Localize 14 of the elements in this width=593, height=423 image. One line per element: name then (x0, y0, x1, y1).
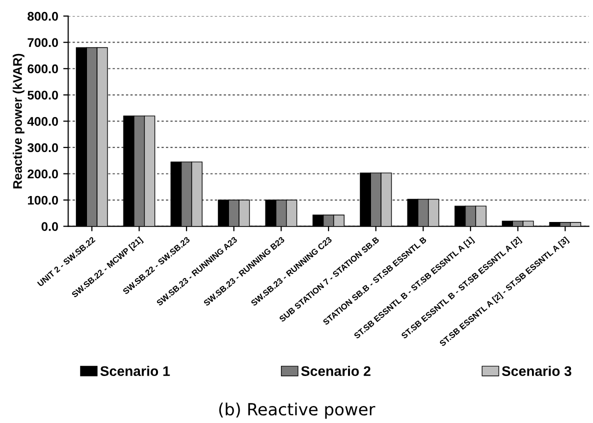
legend-label: Scenario 1 (100, 366, 170, 376)
y-axis-title: Reactive power (kVAR) (12, 54, 24, 188)
y-tick-label: 700.0 (28, 38, 58, 48)
y-tick-label: 800.0 (28, 12, 58, 21)
y-tick-label: 500.0 (28, 90, 58, 100)
y-tick-label: 400.0 (27, 116, 58, 126)
y-tick-label: 0.0 (42, 222, 58, 231)
y-tick-label: 300.0 (27, 143, 58, 152)
y-tick-label: 600.0 (28, 64, 58, 74)
y-tick-label: 100.0 (28, 196, 58, 205)
legend-label: Scenario 2 (301, 366, 370, 376)
y-tick-label: 200.0 (28, 170, 58, 178)
text: (b) Reactive power (219, 402, 376, 419)
legend-label: Scenario 3 (502, 366, 572, 376)
